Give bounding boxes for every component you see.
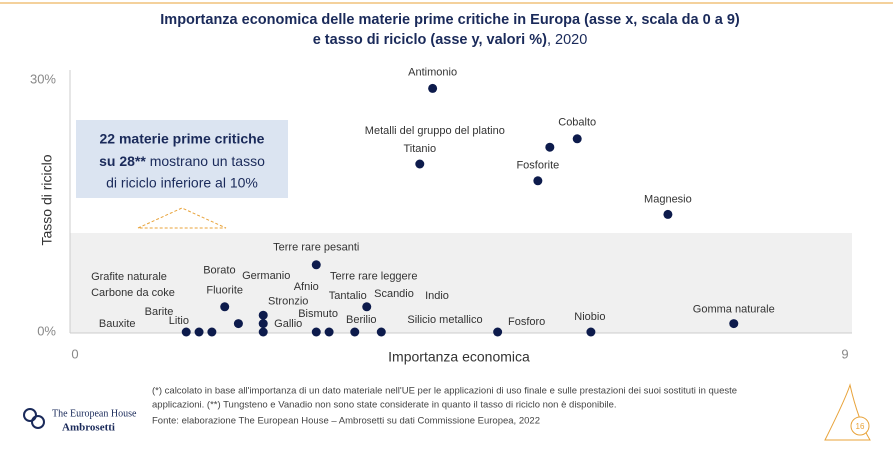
point-label: Bauxite [99,318,136,330]
point [572,134,582,144]
point [362,302,372,312]
point-label: Niobio [574,311,605,323]
point [586,327,596,337]
point [350,327,360,337]
point [729,319,739,329]
point-label: Fosforite [516,160,559,172]
annotation: Grafite naturale [91,271,167,283]
logo-ring [31,415,45,429]
point-label: Cobalto [558,117,596,129]
point [258,327,268,337]
point-label: Afnio [294,281,319,293]
point [428,83,438,93]
point [493,327,503,337]
point-label: Gomma naturale [693,304,775,316]
point-label: Titanio [403,143,436,155]
y-tick-label: 0% [37,323,56,338]
annotation: Indio [425,290,449,302]
point-label: Borato [203,265,235,277]
point [258,310,268,320]
point [194,327,204,337]
point [181,327,191,337]
x-axis-label: Importanza economica [388,349,530,365]
point-label: Bismuto [298,308,338,320]
callout-line: su 28** mostrano un tasso [99,153,265,169]
point [545,142,555,152]
point [207,327,217,337]
point-label: Berilio [346,314,377,326]
point-label: Terre rare pesanti [273,242,359,254]
point-label: Magnesio [644,193,692,205]
callout-text: mostrano un tasso [146,153,265,169]
logo-text: The European House [52,408,137,419]
point-label: Fosforo [508,316,545,328]
callout-line: di riciclo inferiore al 10% [106,175,258,191]
annotation: Silicio metallico [407,314,482,326]
point-label: Germanio [242,270,290,282]
x-tick-label: 9 [841,346,848,361]
footnote: applicazioni. (**) Tungsteno e Vanadio n… [152,400,617,411]
point-label: Fluorite [206,285,243,297]
point-label: Gallio [274,318,302,330]
point-label: Antimonio [408,66,457,78]
annotation: Carbone da coke [91,287,175,299]
point [220,302,230,312]
logo-text: Ambrosetti [62,422,115,434]
chart-subtitle: e tasso di riciclo (asse y, valori %), 2… [313,32,588,48]
chart-title: Importanza economica delle materie prime… [160,12,740,28]
point [311,327,321,337]
point [415,159,425,169]
callout-box [76,120,288,198]
page-number: 16 [856,422,865,431]
point [233,319,243,329]
footnote: Fonte: elaborazione The European House –… [152,416,540,427]
point [324,327,334,337]
point [376,327,386,337]
point [311,260,321,270]
point [533,176,543,186]
page-badge [850,416,870,436]
annotation: Scandio [374,288,414,300]
callout-pointer [137,207,227,229]
point [258,319,268,329]
y-tick-label: 30% [30,71,56,86]
subtitle-year: , 2020 [547,32,587,48]
callout-line: 22 materie prime critiche [100,131,265,147]
point-label: Barite [145,306,174,318]
point-label: Terre rare leggere [330,271,417,283]
point-label: Metalli del gruppo del platino [365,125,505,137]
x-tick-label: 0 [71,346,78,361]
point-label: Litio [169,315,189,327]
logo: The European House Ambrosetti [23,408,137,434]
low-band [70,233,852,333]
subtitle-main: e tasso di riciclo (asse y, valori %) [313,32,547,48]
footnote: (*) calcolato in base all'importanza di … [152,386,737,397]
y-axis-label: Tasso di riciclo [39,154,55,245]
point [663,209,673,219]
logo-ring [23,408,37,422]
point-label: Tantalio [329,290,367,302]
callout-bold: su 28** [99,153,146,169]
point-label: Stronzio [268,296,308,308]
